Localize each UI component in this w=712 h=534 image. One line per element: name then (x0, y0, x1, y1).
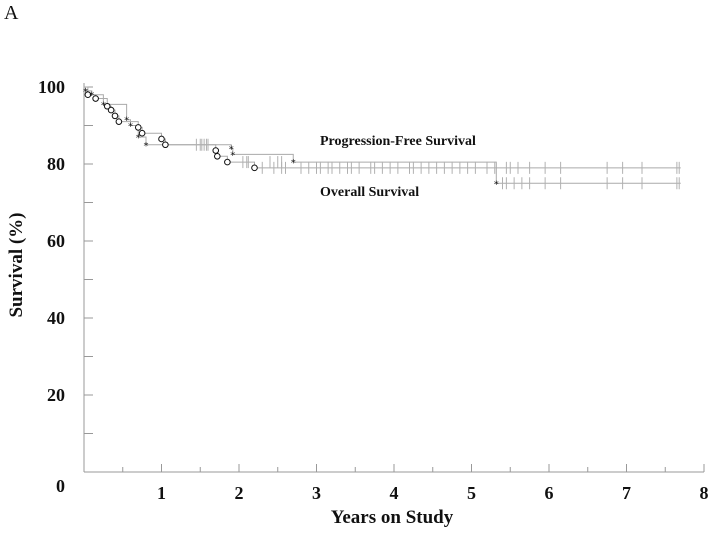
x-tick-label: 8 (700, 483, 709, 503)
pfs-event-point (212, 147, 220, 154)
x-tick-label: 6 (545, 483, 554, 503)
pfs-event-point (107, 106, 115, 114)
x-tick-label: 1 (157, 483, 166, 503)
chart-marks: * ****** **** (83, 87, 680, 190)
pfs-event-point (111, 112, 119, 120)
pfs-event-point (103, 102, 111, 110)
y-tick-label: 0 (56, 476, 65, 496)
os-event-point: * (291, 158, 296, 169)
os-event-point: * (124, 116, 129, 127)
pfs-event-point (134, 124, 142, 131)
pfs-event-point (92, 95, 99, 102)
y-tick-label: 80 (47, 154, 65, 174)
annotation-overall-survival: Overall Survival (320, 185, 419, 200)
panel-label: A (4, 2, 19, 24)
y-tick-label: 40 (47, 308, 65, 328)
os-event-point: * (494, 179, 499, 190)
y-axis-title: Survival (%) (6, 212, 27, 317)
os-event-point: * (89, 91, 94, 102)
chart-labels: Years on Study Survival (%) Progression-… (6, 134, 476, 528)
os-event-point: * (229, 145, 234, 156)
x-tick-label: 7 (622, 483, 631, 503)
x-tick-label: 2 (235, 483, 244, 503)
annotation-progression-free-survival: Progression-Free Survival (320, 134, 476, 149)
x-tick-label: 3 (312, 483, 321, 503)
x-tick-label: 4 (390, 483, 399, 503)
os-event-point: * (144, 141, 149, 152)
os-event-point: * (83, 87, 88, 98)
os-event-point: * (128, 122, 133, 133)
os-event-point: * (230, 150, 235, 161)
pfs-event-point (162, 141, 169, 149)
pfs-event-point (224, 158, 231, 166)
x-axis-title: Years on Study (331, 507, 454, 528)
y-tick-label: 20 (47, 385, 65, 405)
pfs-event-point (115, 118, 123, 125)
pfs-curve-line (84, 86, 681, 169)
x-tick-label: 5 (467, 483, 476, 503)
os-event-point: * (136, 133, 141, 144)
y-tick-label: 100 (38, 77, 65, 97)
os-curve-line (84, 86, 681, 184)
pfs-event-point (251, 164, 258, 172)
pfs-event-point (158, 135, 165, 143)
os-event-point: * (101, 100, 106, 111)
pfs-event-point (138, 129, 146, 137)
pfs-event-point (84, 91, 92, 98)
y-tick-label: 60 (47, 231, 65, 251)
pfs-event-point (214, 153, 221, 160)
axes: 0 20 40 60 80 100 1 2 3 4 5 6 7 8 (38, 77, 709, 503)
